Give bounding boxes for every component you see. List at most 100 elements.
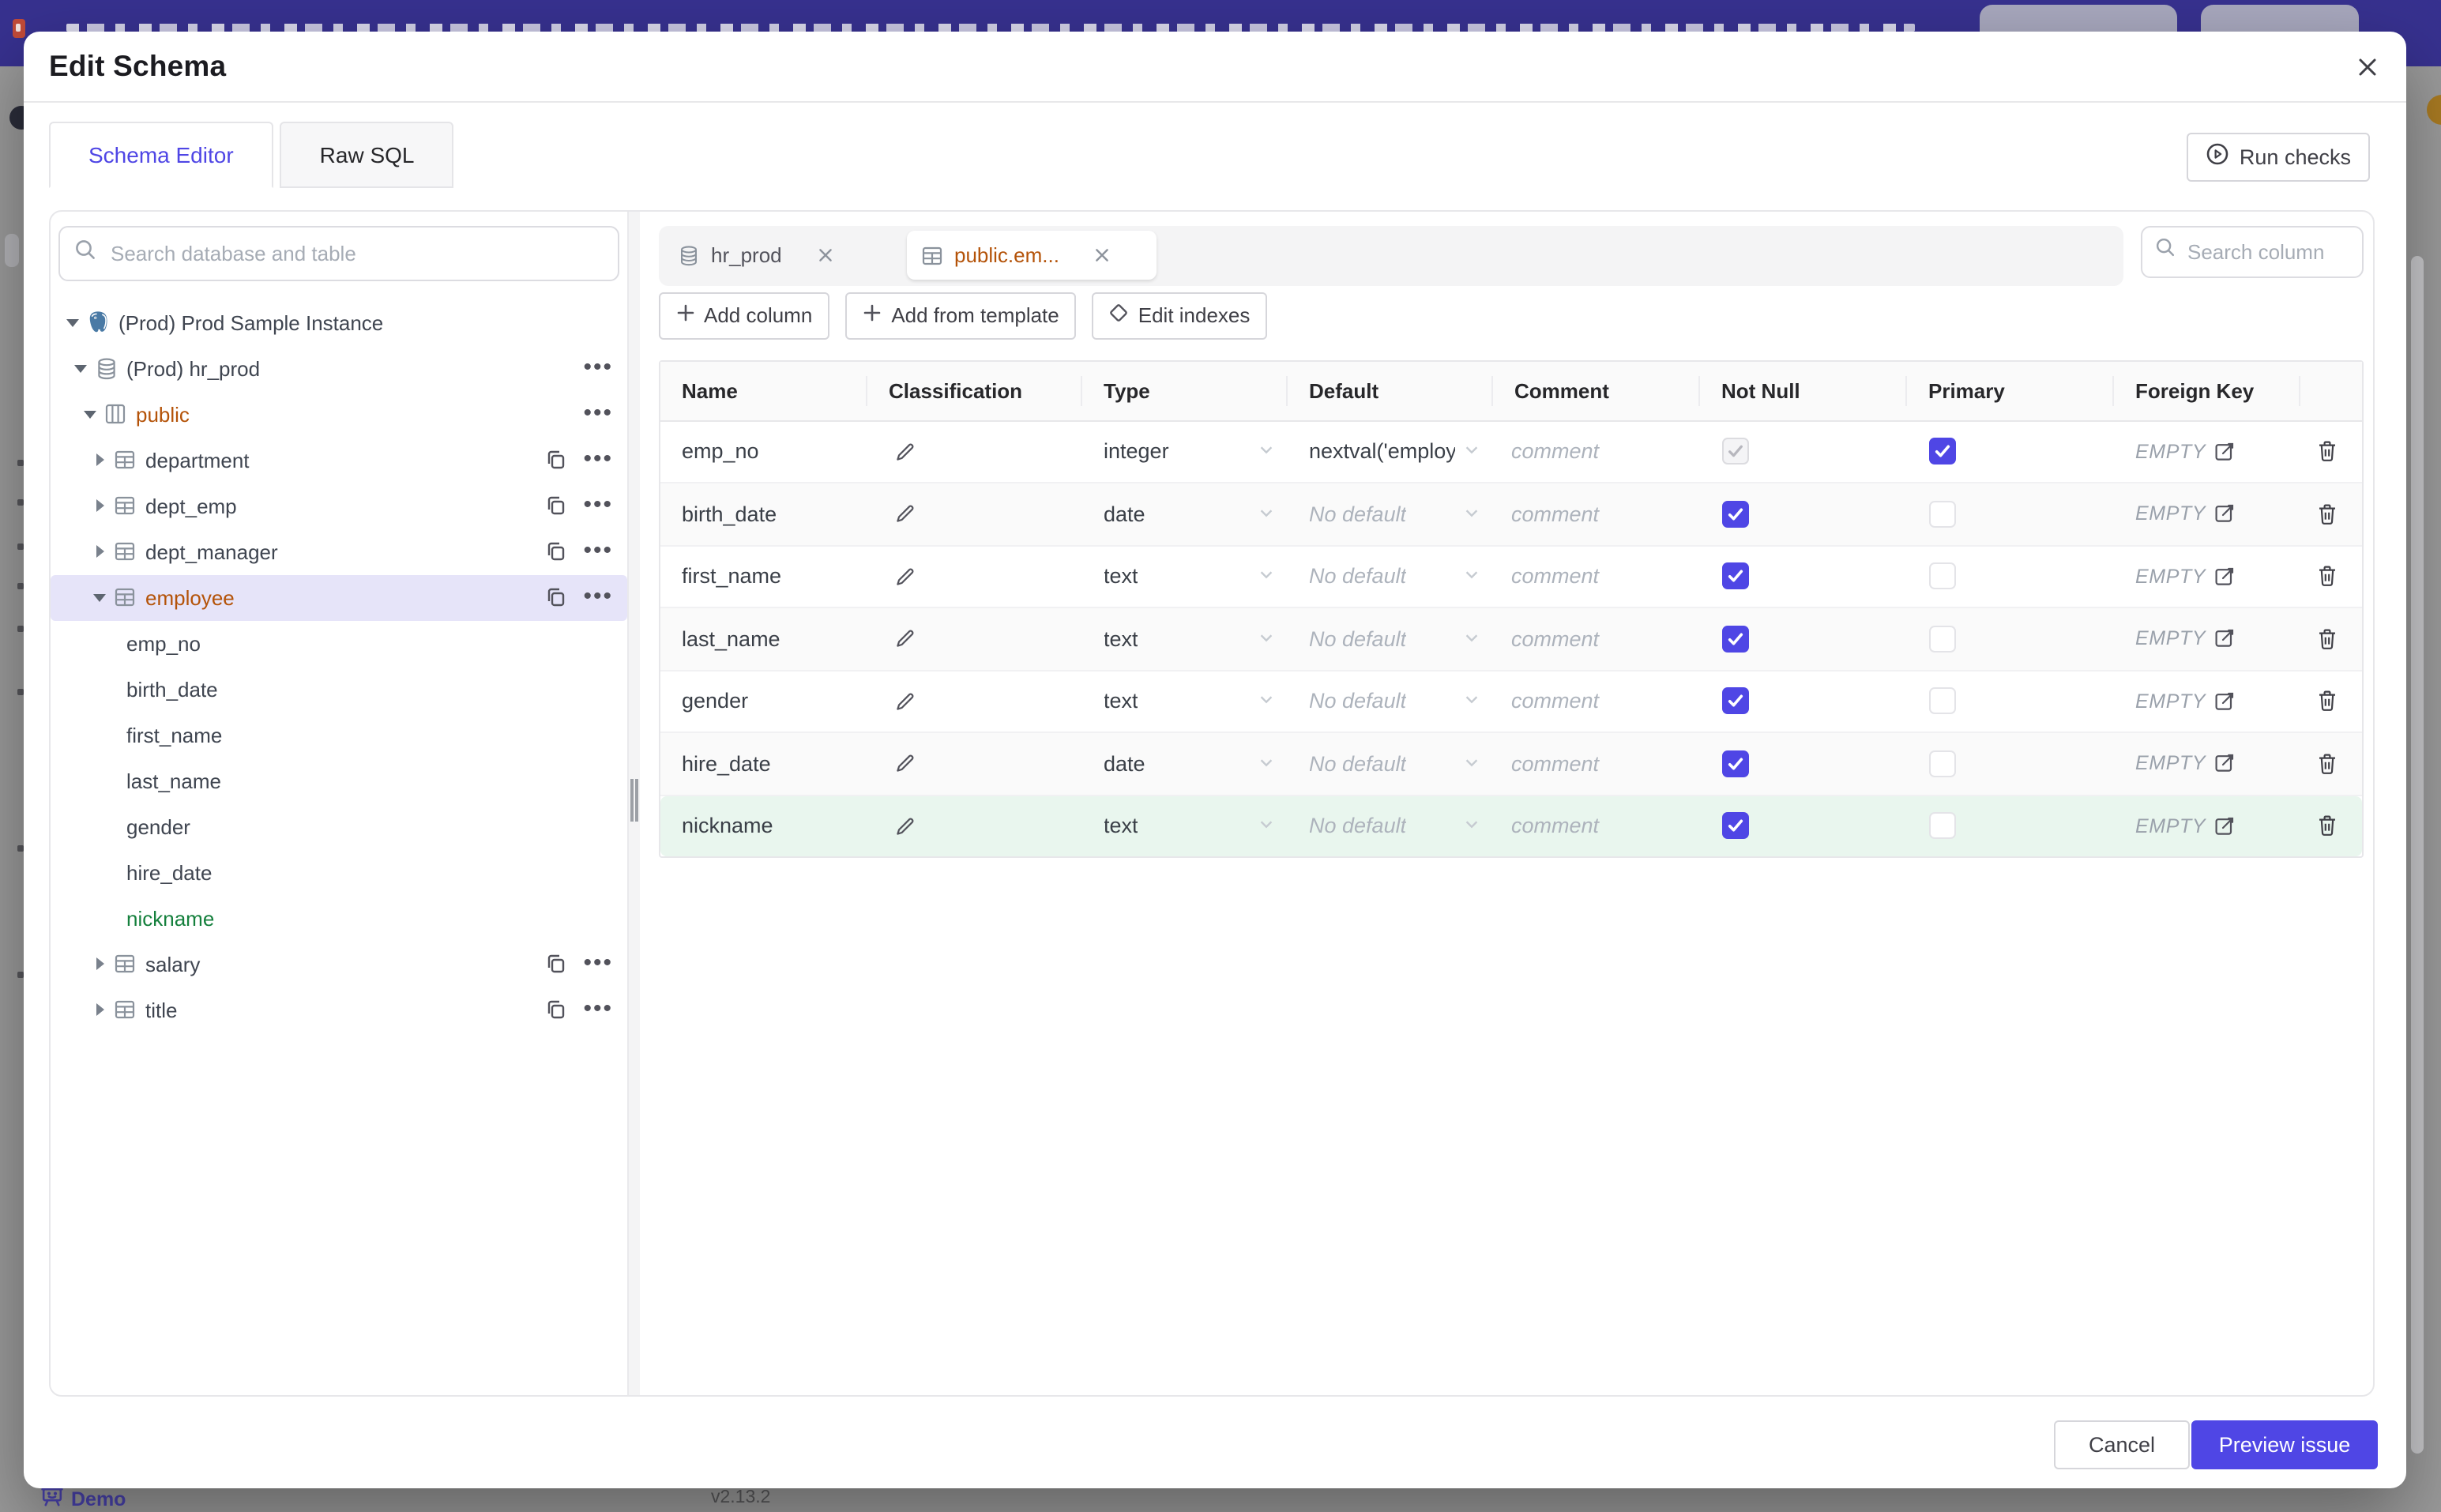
edit-foreign-key-icon[interactable] — [2213, 753, 2236, 775]
not-null-checkbox[interactable] — [1721, 500, 1748, 528]
add-column-button[interactable]: Add column — [658, 292, 830, 339]
close-tab-icon[interactable] — [817, 247, 834, 265]
primary-checkbox[interactable] — [1928, 438, 1955, 465]
primary-checkbox[interactable] — [1928, 687, 1955, 715]
comment-placeholder[interactable]: comment — [1511, 564, 1600, 589]
column-type[interactable]: text — [1104, 626, 1138, 651]
tree-column-first-name[interactable]: first_name — [51, 712, 627, 758]
tree-item-table-employee[interactable]: employee ••• — [51, 574, 627, 620]
column-default[interactable]: No default — [1309, 502, 1407, 526]
comment-placeholder[interactable]: comment — [1511, 689, 1600, 713]
classification-pencil-icon[interactable] — [893, 815, 916, 837]
demo-link[interactable]: Demo — [41, 1485, 126, 1512]
primary-checkbox[interactable] — [1928, 500, 1955, 528]
column-type[interactable]: integer — [1104, 439, 1169, 464]
comment-placeholder[interactable]: comment — [1511, 751, 1600, 776]
primary-checkbox[interactable] — [1928, 750, 1955, 777]
run-checks-button[interactable]: Run checks — [2187, 133, 2370, 181]
column-default[interactable]: No default — [1309, 626, 1407, 651]
delete-column-icon[interactable] — [2315, 502, 2338, 526]
more-actions-icon[interactable]: ••• — [583, 491, 613, 518]
tree-column-birth-date[interactable]: birth_date — [51, 666, 627, 712]
tree-item-instance[interactable]: (Prod) Prod Sample Instance — [51, 299, 627, 345]
column-name[interactable]: nickname — [682, 814, 773, 838]
add-from-template-button[interactable]: Add from template — [845, 292, 1077, 339]
tree-item-table-department[interactable]: department ••• — [51, 437, 627, 483]
chevron-expanded-icon[interactable] — [68, 364, 93, 372]
chevron-collapsed-icon[interactable] — [87, 453, 112, 466]
chevron-down-icon[interactable] — [1257, 690, 1274, 713]
classification-pencil-icon[interactable] — [893, 566, 916, 588]
chevron-collapsed-icon[interactable] — [87, 499, 112, 512]
tab-public-employee[interactable]: public.em... — [907, 231, 1157, 280]
more-actions-icon[interactable]: ••• — [583, 400, 613, 427]
column-name[interactable]: last_name — [682, 626, 780, 651]
edit-foreign-key-icon[interactable] — [2213, 690, 2236, 713]
column-type[interactable]: date — [1104, 751, 1145, 776]
chevron-down-icon[interactable] — [1462, 565, 1480, 589]
classification-pencil-icon[interactable] — [893, 753, 916, 775]
more-actions-icon[interactable]: ••• — [583, 950, 613, 976]
delete-column-icon[interactable] — [2315, 565, 2338, 589]
more-actions-icon[interactable]: ••• — [583, 446, 613, 472]
chevron-collapsed-icon[interactable] — [87, 1003, 112, 1016]
tree-column-gender[interactable]: gender — [51, 803, 627, 849]
edit-foreign-key-icon[interactable] — [2213, 628, 2236, 650]
not-null-checkbox[interactable] — [1721, 812, 1748, 840]
edit-foreign-key-icon[interactable] — [2213, 441, 2236, 463]
tree-item-table-title[interactable]: title ••• — [51, 987, 627, 1032]
tree-column-last-name[interactable]: last_name — [51, 758, 627, 803]
comment-placeholder[interactable]: comment — [1511, 626, 1600, 651]
tree-item-table-dept-manager[interactable]: dept_manager ••• — [51, 528, 627, 574]
panel-resize-gutter[interactable] — [629, 212, 640, 1394]
close-icon[interactable] — [2353, 52, 2381, 81]
column-name[interactable]: first_name — [682, 564, 782, 589]
tree-item-public-schema[interactable]: public ••• — [51, 391, 627, 437]
delete-column-icon[interactable] — [2315, 690, 2338, 713]
tree-column-emp-no[interactable]: emp_no — [51, 620, 627, 666]
chevron-expanded-icon[interactable] — [87, 593, 112, 601]
not-null-checkbox[interactable] — [1721, 750, 1748, 777]
tab-raw-sql[interactable]: Raw SQL — [280, 121, 454, 188]
chevron-collapsed-icon[interactable] — [87, 545, 112, 558]
page-scrollbar[interactable] — [2411, 256, 2424, 1454]
column-type[interactable]: text — [1104, 814, 1138, 838]
column-type[interactable]: date — [1104, 502, 1145, 526]
comment-placeholder[interactable]: comment — [1511, 814, 1600, 838]
column-search-input[interactable] — [2184, 238, 2349, 265]
primary-checkbox[interactable] — [1928, 625, 1955, 653]
classification-pencil-icon[interactable] — [893, 690, 916, 713]
delete-column-icon[interactable] — [2315, 814, 2338, 838]
column-default[interactable]: No default — [1309, 564, 1407, 589]
more-actions-icon[interactable]: ••• — [583, 583, 613, 610]
column-default[interactable]: nextval('employ — [1309, 439, 1454, 464]
tree-column-nickname[interactable]: nickname — [51, 895, 627, 941]
primary-checkbox[interactable] — [1928, 812, 1955, 840]
copy-icon[interactable] — [545, 540, 567, 562]
column-type[interactable]: text — [1104, 564, 1138, 589]
preview-issue-button[interactable]: Preview issue — [2191, 1420, 2378, 1469]
chevron-down-icon[interactable] — [1462, 627, 1480, 651]
not-null-checkbox[interactable] — [1721, 625, 1748, 653]
edit-indexes-button[interactable]: Edit indexes — [1092, 292, 1268, 339]
copy-icon[interactable] — [545, 449, 567, 471]
chevron-down-icon[interactable] — [1462, 440, 1480, 464]
copy-icon[interactable] — [545, 495, 567, 517]
chevron-collapsed-icon[interactable] — [87, 957, 112, 970]
column-name[interactable]: hire_date — [682, 751, 771, 776]
tree-item-table-dept-emp[interactable]: dept_emp ••• — [51, 483, 627, 528]
cancel-button[interactable]: Cancel — [2054, 1420, 2190, 1469]
tree-item-hr-prod[interactable]: (Prod) hr_prod ••• — [51, 345, 627, 391]
column-name[interactable]: birth_date — [682, 502, 777, 526]
column-default[interactable]: No default — [1309, 689, 1407, 713]
column-default[interactable]: No default — [1309, 751, 1407, 776]
close-tab-icon[interactable] — [1094, 247, 1111, 265]
edit-foreign-key-icon[interactable] — [2213, 566, 2236, 588]
column-name[interactable]: emp_no — [682, 439, 759, 464]
copy-icon[interactable] — [545, 999, 567, 1021]
chevron-down-icon[interactable] — [1257, 814, 1274, 838]
not-null-checkbox[interactable] — [1721, 687, 1748, 715]
copy-icon[interactable] — [545, 953, 567, 975]
classification-pencil-icon[interactable] — [893, 503, 916, 525]
delete-column-icon[interactable] — [2315, 440, 2338, 464]
